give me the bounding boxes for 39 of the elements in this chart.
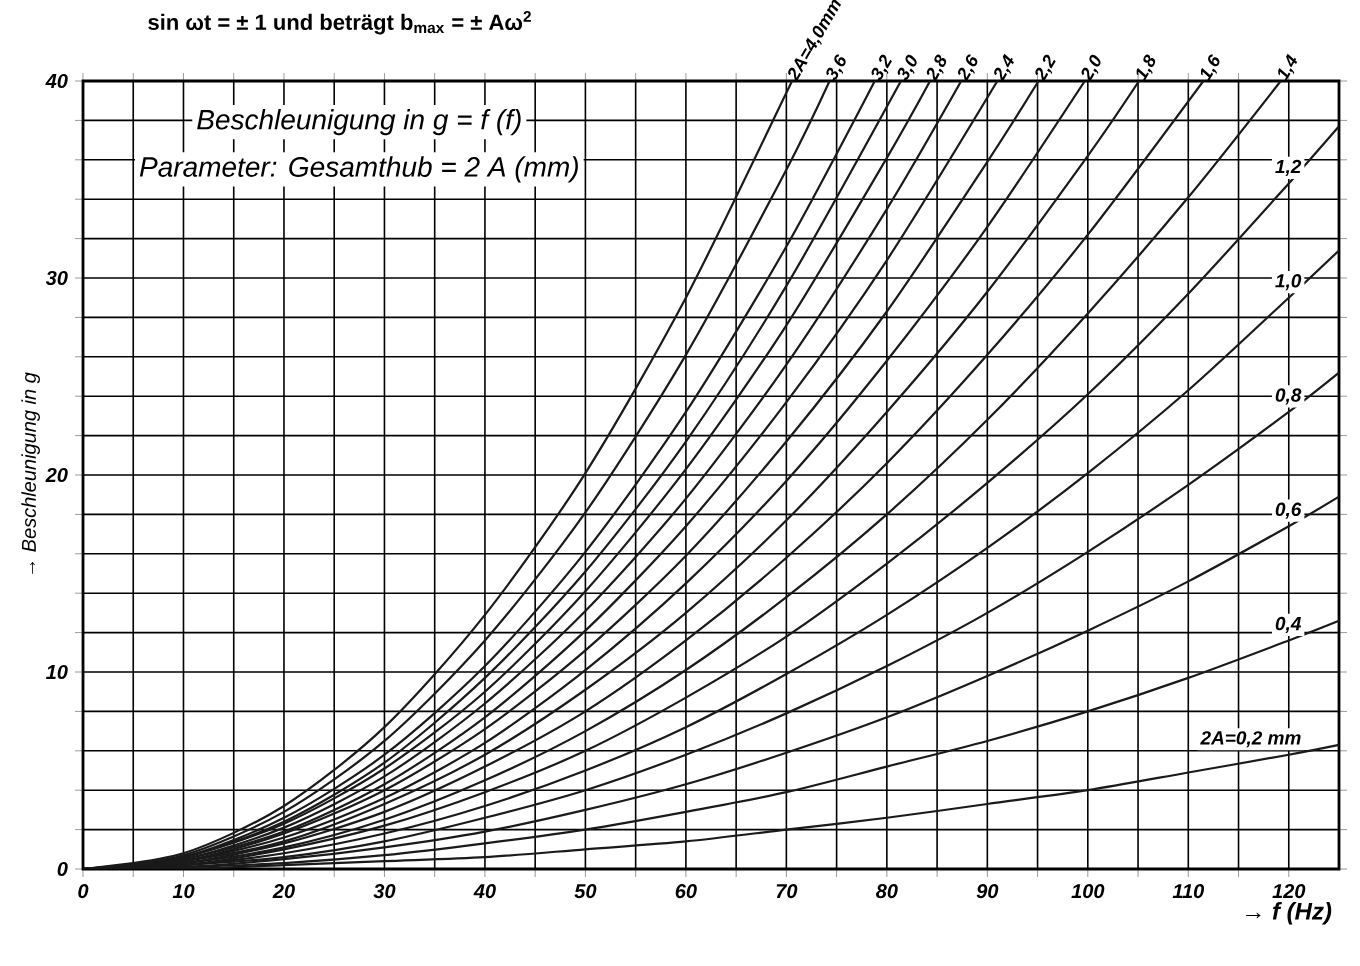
text: 2,8	[926, 54, 947, 82]
x-tick-label: 110	[1172, 884, 1205, 899]
text: 2,0	[1081, 54, 1101, 82]
x-tick-label: 120	[1272, 884, 1306, 899]
text: 2,4	[994, 53, 1014, 82]
x-tick-label: 70	[776, 884, 798, 899]
series-label: 0,8	[1275, 388, 1302, 405]
y-tick-label: 20	[45, 467, 68, 483]
series-label: 0,6	[1275, 502, 1302, 519]
text: 2,2	[1035, 54, 1056, 82]
x-tick-label: 50	[574, 884, 597, 899]
series-label: 1,2	[1275, 159, 1302, 177]
x-tick-label: 30	[373, 884, 396, 899]
text: sin ωt = ± 1 und beträgt b$_{max}$ = ± Aω$^{2}$	[148, 11, 531, 35]
text: 3,2	[871, 54, 892, 81]
text: 1,4	[1278, 53, 1298, 82]
x-tick-label: 10	[172, 884, 195, 899]
y-tick-label: 0	[57, 861, 68, 877]
text: 1,6	[1200, 54, 1220, 82]
text: 2,6	[957, 54, 978, 82]
x-tick-label: 60	[675, 884, 697, 899]
text: Beschleunigung in g = f (f)	[197, 109, 521, 136]
text: Parameter: Gesamthub = 2 A (mm)	[139, 156, 578, 183]
x-tick-label: 40	[473, 884, 496, 899]
x-tick-label: 20	[272, 884, 295, 899]
y-tick-label: 40	[45, 73, 68, 89]
text: 3,0	[897, 54, 917, 81]
series-label: 2A=0,2 mm	[1200, 731, 1301, 748]
series-label: 0,4	[1275, 616, 1302, 634]
x-tick-label: 90	[976, 884, 999, 899]
x-tick-label: 100	[1071, 884, 1105, 899]
series-label: 1,0	[1275, 274, 1302, 291]
x-tick-label: 80	[875, 884, 898, 899]
x-axis-title: → f (Hz)	[1246, 902, 1332, 925]
x-tick-label: 0	[78, 884, 89, 899]
y-tick-label: 10	[46, 664, 68, 680]
text: 1,8	[1136, 54, 1156, 82]
y-tick-label: 30	[45, 270, 68, 286]
y-axis-title: → Beschleunigung in g	[21, 372, 40, 574]
